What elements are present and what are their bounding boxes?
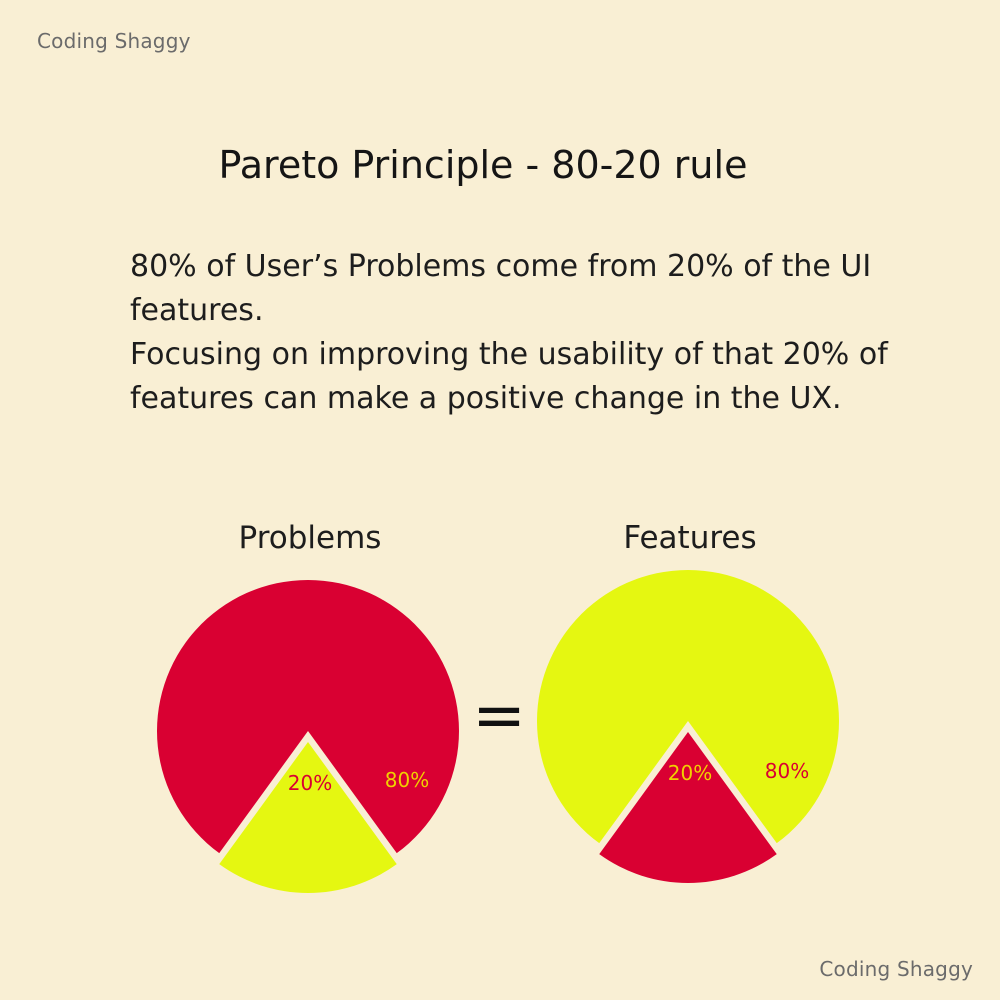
problems-chart-title: Problems	[238, 520, 382, 556]
brand-watermark-top: Coding Shaggy	[37, 29, 191, 53]
features-slice-80	[537, 570, 839, 844]
problems-label-20: 20%	[288, 771, 332, 795]
problems-pie: 80% 20%	[156, 580, 460, 894]
problems-slice-20	[219, 742, 397, 894]
page-title: Pareto Principle - 80-20 rule	[218, 143, 748, 187]
features-chart-title: Features	[623, 520, 757, 556]
problems-slice-80	[156, 580, 460, 854]
brand-watermark-bottom: Coding Shaggy	[819, 957, 973, 981]
problems-label-80: 80%	[385, 768, 429, 792]
features-label-80: 80%	[765, 759, 809, 783]
features-slice-20	[599, 732, 777, 884]
description-line-1: 80% of User’s Problems come from 20% of …	[130, 249, 872, 328]
equals-sign: =	[472, 679, 526, 753]
features-label-20: 20%	[668, 761, 712, 785]
description: 80% of User’s Problems come from 20% of …	[130, 245, 910, 421]
features-pie: 80% 20%	[537, 570, 839, 884]
description-line-2: Focusing on improving the usability of t…	[130, 337, 888, 416]
